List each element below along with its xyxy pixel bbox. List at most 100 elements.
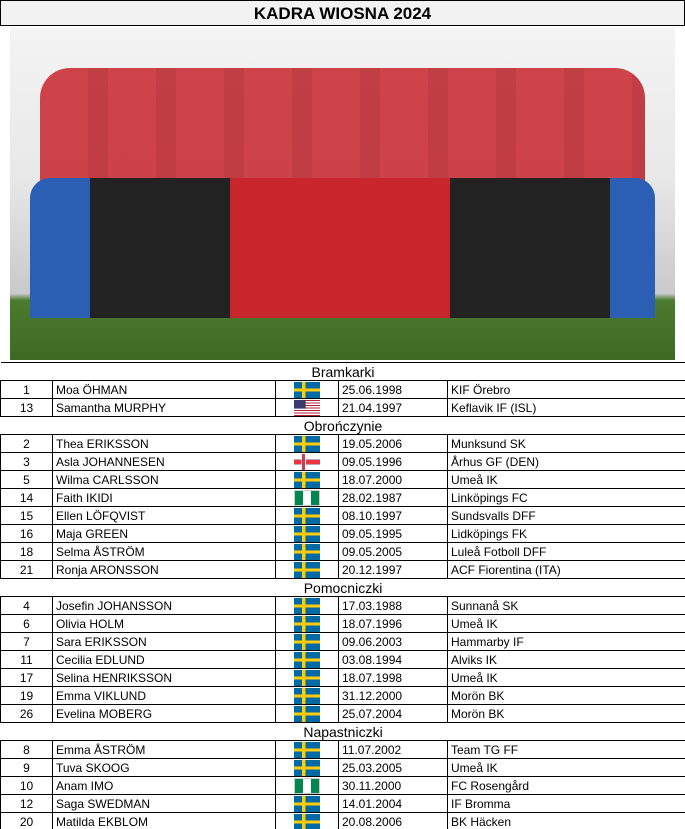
number: 7 <box>0 632 53 651</box>
birth-date: 31.12.2000 <box>338 686 448 705</box>
section-row: Pomocniczki <box>0 578 685 597</box>
club: Lidköpings FK <box>446 524 685 543</box>
birth-date: 25.07.2004 <box>338 704 448 723</box>
player-row: 10 Anam IMO 30.11.2000 FC Rosengård <box>0 776 685 795</box>
name: Thea ERIKSSON <box>52 434 276 453</box>
number: 5 <box>0 470 53 489</box>
flag-cell <box>275 398 339 417</box>
flag <box>294 615 320 632</box>
flag-cell <box>275 434 339 453</box>
flag <box>294 759 320 776</box>
flag <box>294 489 320 506</box>
name: Ellen LÖFQVIST <box>52 506 276 525</box>
number: 13 <box>0 398 53 417</box>
flag <box>294 543 320 560</box>
flag-cell <box>275 470 339 489</box>
flag-cell <box>275 812 339 829</box>
birth-date: 18.07.1998 <box>338 668 448 687</box>
flag-cell <box>275 794 339 813</box>
player-row: 21 Ronja ARONSSON 20.12.1997 ACF Fiorentina… <box>0 560 685 579</box>
flag-cell <box>275 380 339 399</box>
player-row: 20 Matilda EKBLOM 20.08.2006 BK Häcken <box>0 812 685 829</box>
birth-date: 14.01.2004 <box>338 794 448 813</box>
player-row: 5 Wilma CARLSSON 18.07.2000 Umeå IK <box>0 470 685 489</box>
flag-cell <box>275 596 339 615</box>
flag <box>294 741 320 758</box>
section-title: Obrończynie <box>0 416 685 435</box>
flag-cell <box>275 668 339 687</box>
club: Hammarby IF <box>446 632 685 651</box>
number: 3 <box>0 452 53 471</box>
section-row: Bramkarki <box>0 362 685 381</box>
flag-cell <box>275 740 339 759</box>
name: Wilma CARLSSON <box>52 470 276 489</box>
number: 19 <box>0 686 53 705</box>
number: 4 <box>0 596 53 615</box>
squad-table: Bramkarki 1 Moa ÖHMAN 25.06.1998 KIF Örebro 1… <box>0 362 685 829</box>
flag-cell <box>275 488 339 507</box>
player-row: 8 Emma ÅSTRÖM 11.07.2002 Team TG FF <box>0 740 685 759</box>
birth-date: 18.07.2000 <box>338 470 448 489</box>
club: Morön BK <box>446 704 685 723</box>
club: Sundsvalls DFF <box>446 506 685 525</box>
name: Emma VIKLUND <box>52 686 276 705</box>
club: Team TG FF <box>446 740 685 759</box>
club: Luleå Fotboll DFF <box>446 542 685 561</box>
club: Umeå IK <box>446 614 685 633</box>
player-row: 3 Asla JOHANNESEN 09.05.1996 Århus GF (DEN) <box>0 452 685 471</box>
club: KIF Örebro <box>446 380 685 399</box>
club: Sunnanå SK <box>446 596 685 615</box>
birth-date: 03.08.1994 <box>338 650 448 669</box>
number: 2 <box>0 434 53 453</box>
flag <box>294 453 320 470</box>
number: 15 <box>0 506 53 525</box>
player-row: 26 Evelina MOBERG 25.07.2004 Morön BK <box>0 704 685 723</box>
flag <box>294 669 320 686</box>
club: Munksund SK <box>446 434 685 453</box>
player-row: 12 Saga SWEDMAN 14.01.2004 IF Bromma <box>0 794 685 813</box>
player-row: 13 Samantha MURPHY 21.04.1997 Keflavik IF (… <box>0 398 685 417</box>
flag <box>294 687 320 704</box>
title: KADRA WIOSNA 2024 <box>0 0 685 26</box>
club: BK Häcken <box>446 812 685 829</box>
flag-cell <box>275 776 339 795</box>
player-row: 1 Moa ÖHMAN 25.06.1998 KIF Örebro <box>0 380 685 399</box>
club: IF Bromma <box>446 794 685 813</box>
number: 6 <box>0 614 53 633</box>
name: Sara ERIKSSON <box>52 632 276 651</box>
flag <box>294 525 320 542</box>
flag-cell <box>275 542 339 561</box>
birth-date: 20.08.2006 <box>338 812 448 829</box>
flag-cell <box>275 650 339 669</box>
section-title: Bramkarki <box>0 362 685 381</box>
flag <box>294 507 320 524</box>
number: 9 <box>0 758 53 777</box>
name: Matilda EKBLOM <box>52 812 276 829</box>
flag <box>294 399 320 416</box>
flag-cell <box>275 560 339 579</box>
number: 21 <box>0 560 53 579</box>
flag <box>294 633 320 650</box>
club: ACF Fiorentina (ITA) <box>446 560 685 579</box>
birth-date: 28.02.1987 <box>338 488 448 507</box>
birth-date: 21.04.1997 <box>338 398 448 417</box>
birth-date: 09.05.2005 <box>338 542 448 561</box>
flag-cell <box>275 452 339 471</box>
table-body: Bramkarki 1 Moa ÖHMAN 25.06.1998 KIF Örebro 1… <box>0 362 685 829</box>
club: Umeå IK <box>446 758 685 777</box>
name: Asla JOHANNESEN <box>52 452 276 471</box>
birth-date: 09.06.2003 <box>338 632 448 651</box>
number: 26 <box>0 704 53 723</box>
number: 17 <box>0 668 53 687</box>
player-row: 9 Tuva SKOOG 25.03.2005 Umeå IK <box>0 758 685 777</box>
player-row: 4 Josefin JOHANSSON 17.03.1988 Sunnanå SK <box>0 596 685 615</box>
name: Ronja ARONSSON <box>52 560 276 579</box>
flag-cell <box>275 506 339 525</box>
flag-cell <box>275 614 339 633</box>
player-row: 19 Emma VIKLUND 31.12.2000 Morön BK <box>0 686 685 705</box>
flag <box>294 795 320 812</box>
flag-cell <box>275 704 339 723</box>
section-title: Pomocniczki <box>0 578 685 597</box>
name: Moa ÖHMAN <box>52 380 276 399</box>
